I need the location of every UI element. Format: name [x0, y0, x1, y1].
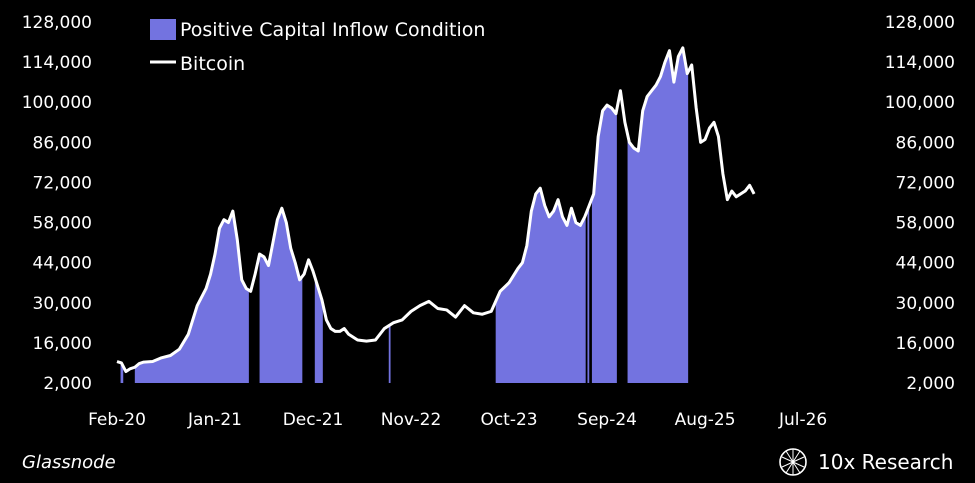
brand-name: 10x Research	[818, 450, 954, 474]
y-tick-left: 44,000	[33, 254, 92, 274]
x-tick: Dec-21	[283, 410, 344, 430]
legend-label-inflow: Positive Capital Inflow Condition	[180, 19, 485, 41]
legend-swatch-inflow	[150, 19, 176, 40]
bitcoin-price-line	[116, 46, 756, 374]
x-tick: Jul-26	[778, 410, 827, 430]
y-tick-right: 86,000	[896, 133, 955, 153]
x-tick: Oct-23	[480, 410, 537, 430]
y-tick-right: 16,000	[896, 334, 955, 354]
y-tick-left: 86,000	[33, 133, 92, 153]
y-tick-right: 128,000	[885, 13, 955, 33]
y-tick-left: 16,000	[33, 334, 92, 354]
inflow-area-4	[388, 324, 391, 383]
x-tick: Sep-24	[577, 410, 637, 430]
y-tick-left: 72,000	[33, 173, 92, 193]
x-axis: Feb-20 Jan-21 Dec-21 Nov-22 Oct-23 Sep-24 Aug-…	[88, 410, 827, 430]
inflow-area-5	[495, 188, 586, 383]
y-tick-right: 58,000	[896, 214, 955, 234]
y-tick-right: 72,000	[896, 173, 955, 193]
y-tick-left: 2,000	[43, 374, 92, 394]
brand-logo: 10x Research	[778, 447, 953, 477]
y-axis-left: 128,000 114,000 100,000 86,000 72,000 58,000 4…	[22, 13, 92, 394]
x-tick: Feb-20	[88, 410, 146, 430]
globe-icon	[779, 448, 807, 476]
legend: Positive Capital Inflow Condition Bitcoi…	[150, 19, 485, 75]
y-tick-left: 128,000	[22, 13, 92, 33]
y-tick-left: 58,000	[33, 214, 92, 234]
source-label: Glassnode	[22, 452, 116, 473]
inflow-area-1	[134, 211, 249, 383]
x-tick: Jan-21	[187, 410, 242, 430]
y-tick-right: 44,000	[896, 254, 955, 274]
inflow-area-6	[587, 205, 590, 383]
y-tick-left: 30,000	[33, 294, 92, 314]
x-tick: Nov-22	[381, 410, 442, 430]
y-tick-left: 114,000	[22, 53, 92, 73]
y-tick-right: 2,000	[906, 374, 955, 394]
x-tick: Aug-25	[675, 410, 736, 430]
y-tick-right: 100,000	[885, 93, 955, 113]
bitcoin-series	[116, 46, 756, 374]
y-tick-right: 30,000	[896, 294, 955, 314]
legend-label-bitcoin: Bitcoin	[180, 53, 245, 75]
y-axis-right: 128,000 114,000 100,000 86,000 72,000 58,000 4…	[885, 13, 955, 394]
y-tick-right: 114,000	[885, 53, 955, 73]
inflow-area-2	[259, 208, 303, 383]
y-tick-left: 100,000	[22, 93, 92, 113]
inflow-area-7	[591, 105, 617, 383]
inflow-area-8	[627, 47, 689, 384]
inflow-areas	[120, 47, 689, 384]
inflow-area-3	[314, 276, 323, 383]
